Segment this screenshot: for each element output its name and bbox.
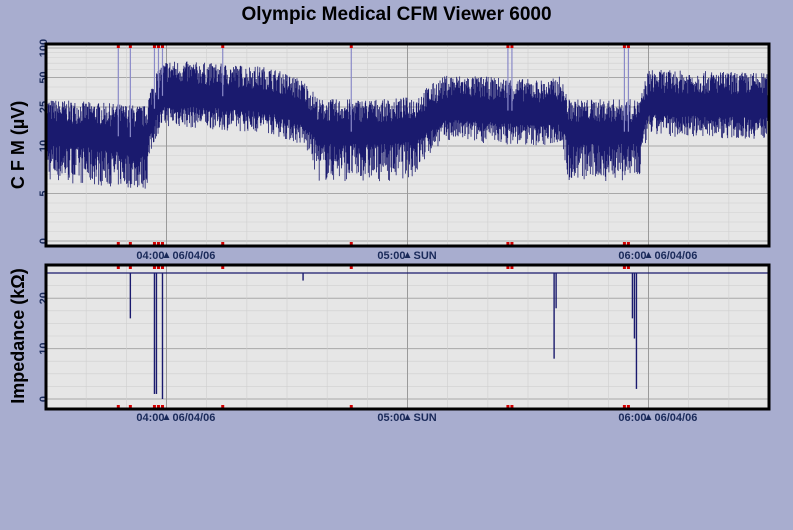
cfm-event-marker: [349, 242, 353, 245]
impedance-x-ticks: 04:00 06/04/06 05:00 SUN 06:00 06/04/06: [136, 412, 697, 424]
cfm-event-marker: [116, 242, 120, 245]
impedance-event-marker: [510, 266, 514, 269]
cfm-event-marker: [221, 242, 225, 245]
impedance-x-tick-arrow: [163, 414, 170, 420]
cfm-event-marker: [349, 45, 353, 48]
cfm-event-marker: [221, 45, 225, 48]
cfm-event-marker: [156, 242, 160, 245]
cfm-y-tick-label: 100: [38, 39, 50, 57]
impedance-event-marker: [626, 266, 630, 269]
impedance-event-marker: [221, 405, 225, 408]
impedance-event-marker: [116, 405, 120, 408]
cfm-y-tick-label: 25: [38, 101, 50, 113]
impedance-x-tick-label: 06/04/06: [655, 412, 698, 424]
impedance-event-marker: [152, 405, 156, 408]
cfm-event-marker: [160, 242, 164, 245]
impedance-event-marker: [506, 266, 510, 269]
impedance-event-marker: [349, 405, 353, 408]
impedance-x-tick-time: 06:00: [618, 412, 646, 424]
impedance-event-marker: [156, 405, 160, 408]
impedance-trace: [46, 272, 769, 399]
impedance-x-tick-arrow: [404, 414, 411, 420]
cfm-x-tick-time: 05:00: [377, 250, 405, 262]
impedance-x-tick-time: 04:00: [136, 412, 164, 424]
cfm-event-marker: [152, 242, 156, 245]
page-title: Olympic Medical CFM Viewer 6000: [241, 4, 552, 25]
cfm-x-tick-time: 06:00: [618, 250, 646, 262]
impedance-event-markers: [116, 266, 630, 408]
cfm-x-tick-label: 06/04/06: [173, 250, 216, 262]
impedance-event-marker: [510, 405, 514, 408]
impedance-event-marker: [156, 266, 160, 269]
cfm-event-marker: [510, 45, 514, 48]
cfm-x-tick-label: SUN: [414, 250, 437, 262]
cfm-event-marker: [128, 242, 132, 245]
cfm-frame: [44, 42, 771, 248]
impedance-y-axis-label: Impedance (kΩ): [8, 268, 28, 403]
impedance-y-tick-label: 0: [38, 396, 50, 402]
cfm-event-marker: [506, 242, 510, 245]
impedance-event-marker: [128, 405, 132, 408]
cfm-y-tick-label: 10: [38, 140, 50, 152]
cfm-x-tick-time: 04:00: [136, 250, 164, 262]
impedance-event-marker: [622, 266, 626, 269]
impedance-event-marker: [221, 266, 225, 269]
cfm-event-marker: [622, 45, 626, 48]
cfm-y-tick-label: 0: [38, 238, 50, 244]
cfm-event-marker: [622, 242, 626, 245]
cfm-event-markers: [116, 45, 630, 245]
impedance-event-marker: [626, 405, 630, 408]
impedance-event-marker: [622, 405, 626, 408]
impedance-x-tick-label: SUN: [414, 412, 437, 424]
cfm-y-axis-label: C F M (µV): [8, 101, 28, 189]
impedance-x-tick-time: 05:00: [377, 412, 405, 424]
cfm-x-tick-arrow: [404, 252, 411, 258]
cfm-x-tick-label: 06/04/06: [655, 250, 698, 262]
impedance-y-tick-label: 10: [38, 342, 50, 354]
impedance-y-tick-label: 20: [38, 292, 50, 304]
cfm-x-tick-arrow: [645, 252, 652, 258]
impedance-x-tick-label: 06/04/06: [173, 412, 216, 424]
impedance-event-marker: [160, 266, 164, 269]
cfm-event-marker: [510, 242, 514, 245]
impedance-x-tick-arrow: [645, 414, 652, 420]
cfm-event-marker: [506, 45, 510, 48]
cfm-x-tick-arrow: [163, 252, 170, 258]
cfm-event-marker: [626, 45, 630, 48]
impedance-event-marker: [349, 266, 353, 269]
cfm-event-marker: [152, 45, 156, 48]
cfm-event-marker: [626, 242, 630, 245]
impedance-event-marker: [152, 266, 156, 269]
cfm-event-marker: [156, 45, 160, 48]
cfm-event-marker: [116, 45, 120, 48]
cfm-event-marker: [128, 45, 132, 48]
cfm-x-ticks: 04:00 06/04/06 05:00 SUN 06:00 06/04/06: [136, 250, 697, 262]
impedance-event-marker: [506, 405, 510, 408]
cfm-y-tick-label: 50: [38, 71, 50, 83]
impedance-event-marker: [116, 266, 120, 269]
impedance-frame: [44, 263, 771, 411]
cfm-event-marker: [160, 45, 164, 48]
impedance-event-marker: [128, 266, 132, 269]
impedance-event-marker: [160, 405, 164, 408]
cfm-y-tick-label: 5: [38, 190, 50, 196]
